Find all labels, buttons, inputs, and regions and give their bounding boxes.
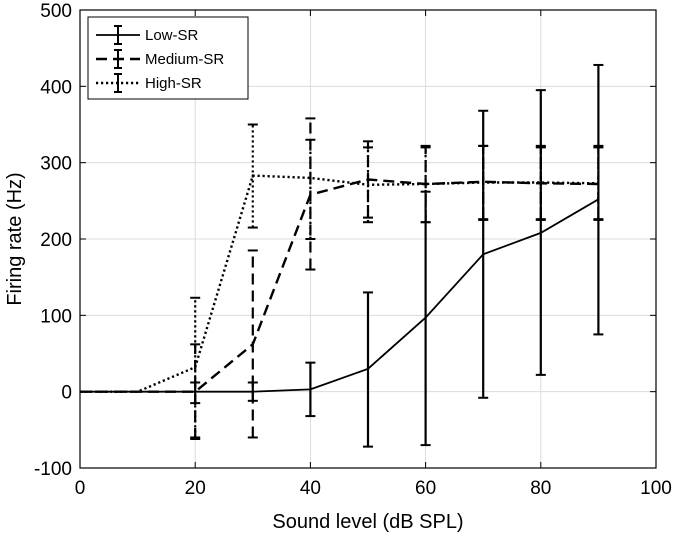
x-tick-label: 20 — [185, 478, 206, 499]
error-bar — [420, 146, 431, 224]
x-tick-label: 100 — [640, 478, 672, 499]
error-bar — [190, 343, 201, 440]
error-bar — [420, 190, 431, 447]
series-line-low-sr — [80, 198, 599, 393]
error-bar — [363, 291, 373, 448]
legend-item-high-sr: High-SR — [96, 73, 202, 93]
legend-line-sample — [96, 73, 140, 93]
y-tick-label: 0 — [61, 383, 72, 404]
error-bar — [535, 89, 546, 376]
error-bar — [478, 144, 489, 221]
legend-item-low-sr: Low-SR — [96, 25, 199, 45]
error-bar — [305, 361, 316, 418]
error-bars — [190, 63, 604, 448]
series-line-medium-sr — [80, 178, 599, 393]
y-tick-label: 100 — [40, 306, 72, 327]
error-bar — [363, 146, 373, 224]
x-axis-label: Sound level (dB SPL) — [272, 511, 463, 533]
error-bar — [363, 140, 373, 219]
y-tick-label: 200 — [40, 230, 72, 251]
x-tick-label: 60 — [415, 478, 436, 499]
series-line-high-sr — [80, 174, 599, 393]
error-bar — [593, 146, 604, 221]
error-bar — [247, 123, 258, 229]
y-tick-label: -100 — [34, 459, 72, 480]
error-bar — [190, 296, 201, 439]
x-tick-label: 80 — [530, 478, 551, 499]
error-bar — [535, 146, 546, 221]
legend-label: Low-SR — [145, 27, 199, 44]
legend-line-sample — [96, 49, 140, 69]
y-axis-label: Firing rate (Hz) — [4, 172, 26, 305]
y-tick-label: 500 — [40, 1, 72, 22]
legend-label: Medium-SR — [145, 51, 224, 68]
error-bar — [305, 138, 316, 240]
legend-item-medium-sr: Medium-SR — [96, 49, 224, 69]
x-tick-label: 0 — [75, 478, 86, 499]
y-tick-label: 400 — [40, 77, 72, 98]
error-bar — [247, 249, 258, 439]
legend: Low-SR Medium-SR High-SR — [87, 16, 249, 100]
legend-line-sample — [96, 25, 140, 45]
y-tick-label: 300 — [40, 154, 72, 175]
series-lines — [80, 174, 599, 393]
x-tick-label: 40 — [300, 478, 321, 499]
legend-label: High-SR — [145, 75, 202, 92]
